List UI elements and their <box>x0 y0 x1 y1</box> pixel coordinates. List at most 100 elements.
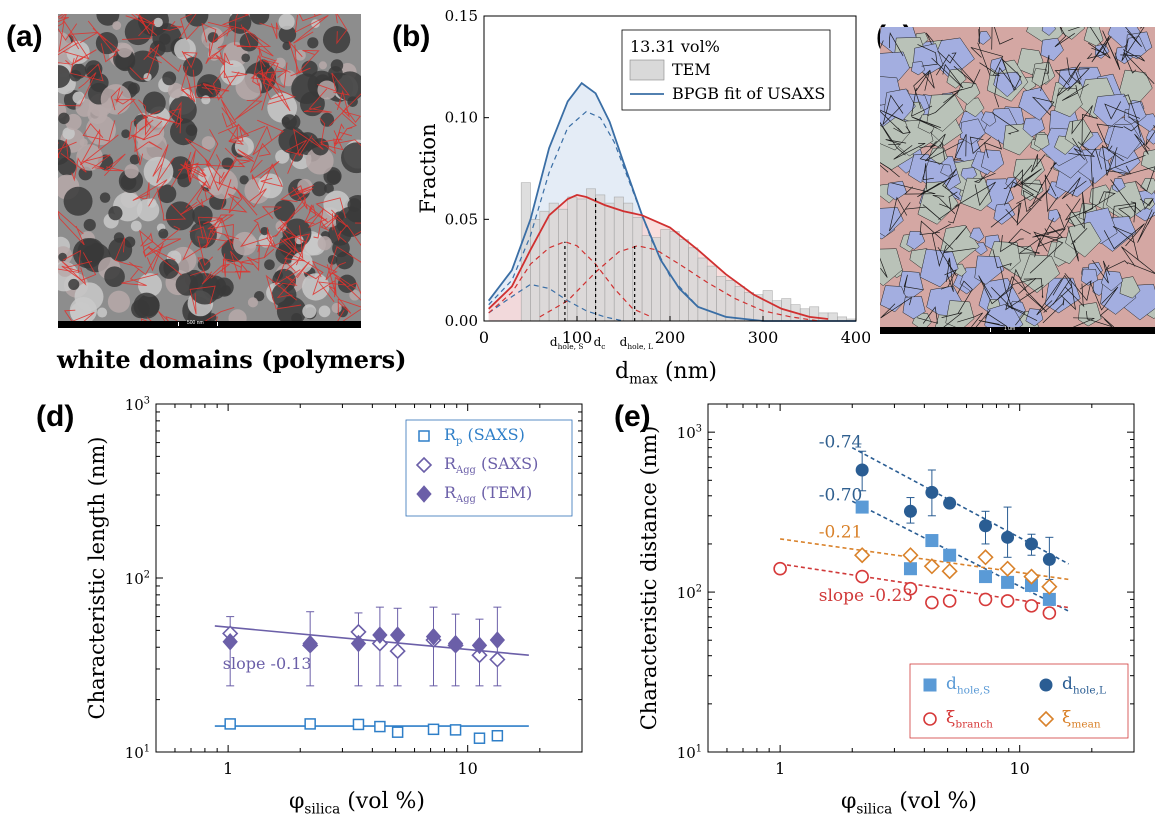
segment-boundary <box>1103 223 1145 250</box>
segment-cell <box>959 177 992 212</box>
domain-boundary <box>261 72 291 112</box>
segment-boundary <box>1067 225 1079 262</box>
point-R_Agg (SAXS) <box>471 647 488 664</box>
segment-boundary <box>890 182 936 195</box>
segment-boundary <box>880 162 900 178</box>
y-axis-title: Characteristic length (nm) <box>85 437 109 720</box>
tem-particle <box>271 282 297 308</box>
domain-boundary <box>262 59 291 83</box>
segment-boundary <box>1089 282 1119 311</box>
segmented-image-c: 1 um <box>880 27 1155 334</box>
segment-boundary <box>1125 27 1142 47</box>
domain-boundary <box>185 180 208 208</box>
tem-particle <box>221 157 234 170</box>
domain-boundary <box>100 43 117 63</box>
segment-boundary <box>1120 49 1145 62</box>
domain-boundary <box>129 44 160 80</box>
tem-particle <box>130 220 142 232</box>
segment-boundary <box>1058 212 1076 230</box>
legend-marker <box>1037 710 1055 728</box>
segment-boundary <box>1066 57 1081 85</box>
segment-boundary <box>1068 27 1111 59</box>
domain-boundary <box>215 52 234 66</box>
domain-boundary <box>122 19 155 40</box>
domain-boundary <box>251 160 280 190</box>
tem-particle <box>185 124 198 136</box>
point-ξ_mean <box>977 549 994 566</box>
domain-boundary <box>234 82 263 120</box>
domain-boundary <box>288 41 311 77</box>
domain-boundary <box>285 257 324 280</box>
slope-annotation: slope -0.13 <box>223 654 312 673</box>
tem-bar <box>818 312 829 322</box>
domain-boundary <box>223 52 248 79</box>
point-ξ_mean <box>941 563 958 580</box>
segment-boundary <box>1081 114 1098 147</box>
domain-boundary <box>139 182 150 200</box>
tem-particle <box>278 14 295 30</box>
point-R_Agg (TEM) <box>489 631 506 649</box>
point-d_hole,L <box>1024 537 1038 551</box>
segment-boundary <box>938 204 960 224</box>
domain-boundary <box>293 128 324 157</box>
segment-boundary <box>957 312 983 328</box>
tem-particle <box>249 14 270 25</box>
segment-boundary <box>1042 298 1065 324</box>
point-R_p (SAXS) <box>352 718 365 731</box>
domain-boundary <box>337 224 361 246</box>
tem-bar <box>548 202 559 322</box>
x-axis-title: φsilica (vol %) <box>841 789 977 818</box>
domain-boundary <box>221 14 250 30</box>
domain-boundary <box>211 214 239 240</box>
segment-boundary <box>893 126 911 134</box>
domain-boundary <box>234 14 252 48</box>
segment-boundary <box>1056 61 1081 97</box>
point-R_Agg (TEM) <box>372 626 388 644</box>
domain-boundary <box>180 66 192 101</box>
segment-boundary <box>1064 272 1092 302</box>
point-ξ_branch <box>942 594 957 608</box>
segment-boundary <box>1118 205 1142 218</box>
tem-particle <box>264 259 275 271</box>
tem-particle <box>192 205 213 226</box>
domain-boundary <box>233 186 267 216</box>
marker-label: dhole, S <box>550 335 584 351</box>
segment-boundary <box>936 54 976 85</box>
domain-boundary <box>308 209 328 239</box>
domain-boundary <box>220 99 237 128</box>
segment-boundary <box>943 226 976 254</box>
tem-bar <box>576 198 587 322</box>
domain-boundary <box>58 210 85 246</box>
domain-boundary <box>179 14 200 41</box>
domain-boundary <box>204 155 238 192</box>
segment-boundary <box>1052 278 1077 311</box>
domain-boundary <box>58 249 82 273</box>
tem-particle <box>291 73 322 105</box>
segment-boundary <box>1022 189 1042 213</box>
segment-cell <box>1080 268 1098 286</box>
tem-particle <box>307 37 319 49</box>
segment-cell <box>911 61 926 76</box>
domain-boundary <box>328 108 357 130</box>
segment-cell <box>1060 27 1085 40</box>
domain-boundary <box>121 268 159 286</box>
segment-boundary <box>1101 144 1124 176</box>
tem-particle <box>326 170 341 185</box>
segment-cell <box>1145 129 1155 145</box>
point-d_hole,S <box>925 534 939 548</box>
domain-boundary <box>180 65 202 103</box>
segment-boundary <box>1031 96 1055 116</box>
segment-cell <box>902 296 926 320</box>
distance-chart-e: 1 10 101 102 103 Characteristic distance (nm)… <box>640 403 1135 818</box>
tem-particle <box>201 136 216 150</box>
domain-boundary <box>58 14 69 23</box>
domain-boundary <box>125 14 158 36</box>
domain-boundary <box>315 197 348 228</box>
tem-particle <box>241 53 251 63</box>
domain-boundary <box>220 179 248 213</box>
domain-boundary <box>290 184 315 201</box>
domain-boundary <box>82 120 116 142</box>
segment-boundary <box>919 220 954 250</box>
segment-boundary <box>970 47 1004 76</box>
segment-boundary <box>1030 154 1046 173</box>
